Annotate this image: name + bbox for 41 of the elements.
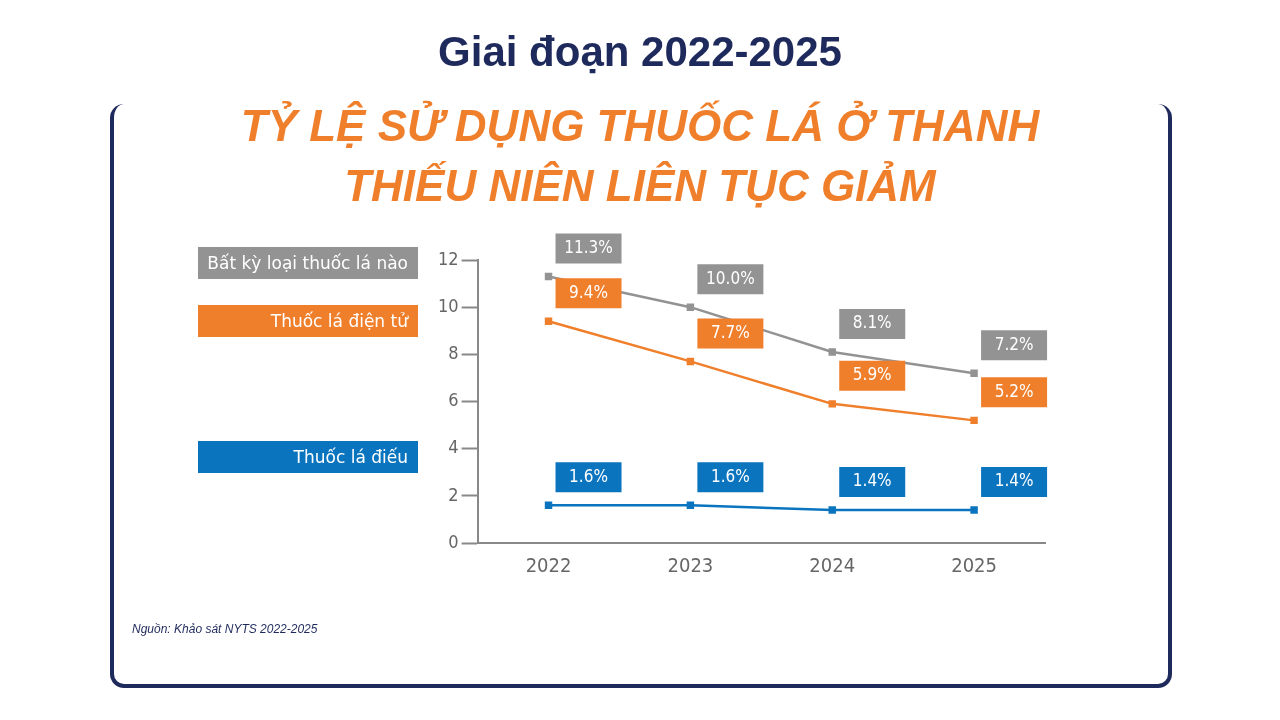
x-tick-label: 2022 — [525, 553, 572, 578]
data-label: 8.1% — [852, 312, 892, 333]
point — [970, 369, 978, 377]
data-label: 1.6% — [710, 465, 750, 486]
data-label: 5.2% — [994, 380, 1034, 401]
y-tick-label: 2 — [448, 483, 459, 505]
text: Thuốc lá điếu — [198, 440, 418, 473]
y-tick-label: 6 — [448, 389, 459, 411]
data-label: 1.4% — [852, 470, 892, 491]
y-tick-label: 10 — [437, 294, 459, 316]
x-tick-label: 2025 — [951, 553, 997, 578]
x-tick-label: 2024 — [809, 553, 856, 578]
data-label: 11.3% — [564, 236, 613, 257]
y-tick-label: 8 — [448, 342, 459, 364]
point — [828, 348, 836, 356]
point — [970, 506, 978, 514]
point — [686, 357, 695, 366]
y-tick-label: 12 — [437, 247, 459, 269]
data-label: 9.4% — [569, 281, 608, 302]
point — [544, 272, 553, 281]
point — [970, 416, 978, 425]
data-label: 5.9% — [852, 364, 892, 385]
y-tick-label: 0 — [448, 530, 459, 552]
data-label: 10.0% — [706, 267, 755, 288]
point — [828, 400, 836, 408]
point — [544, 501, 553, 509]
x-tick-label: 2023 — [667, 553, 714, 578]
data-label: 7.7% — [710, 321, 750, 342]
point — [686, 501, 695, 509]
chart-subtitle: TỶ LỆ SỬ DỤNG THUỐC LÁ Ở THANH THIẾU NIÊN LIÊN TỤC GIẢM — [190, 96, 1090, 216]
text: Bất kỳ loại thuốc lá nào — [198, 246, 418, 279]
text: Nguồn: Khảo sát NYTS 2022-2025 — [132, 622, 318, 636]
y-tick-label: 4 — [448, 436, 459, 458]
text: Thuốc lá điện tử — [198, 305, 418, 338]
data-label: 1.4% — [994, 470, 1034, 491]
point — [544, 317, 553, 326]
chart-title: Giai đoạn 2022-2025 — [437, 28, 843, 76]
data-label: 7.2% — [994, 333, 1034, 354]
point — [828, 506, 836, 514]
point — [686, 303, 695, 311]
data-label: 1.6% — [569, 465, 608, 486]
